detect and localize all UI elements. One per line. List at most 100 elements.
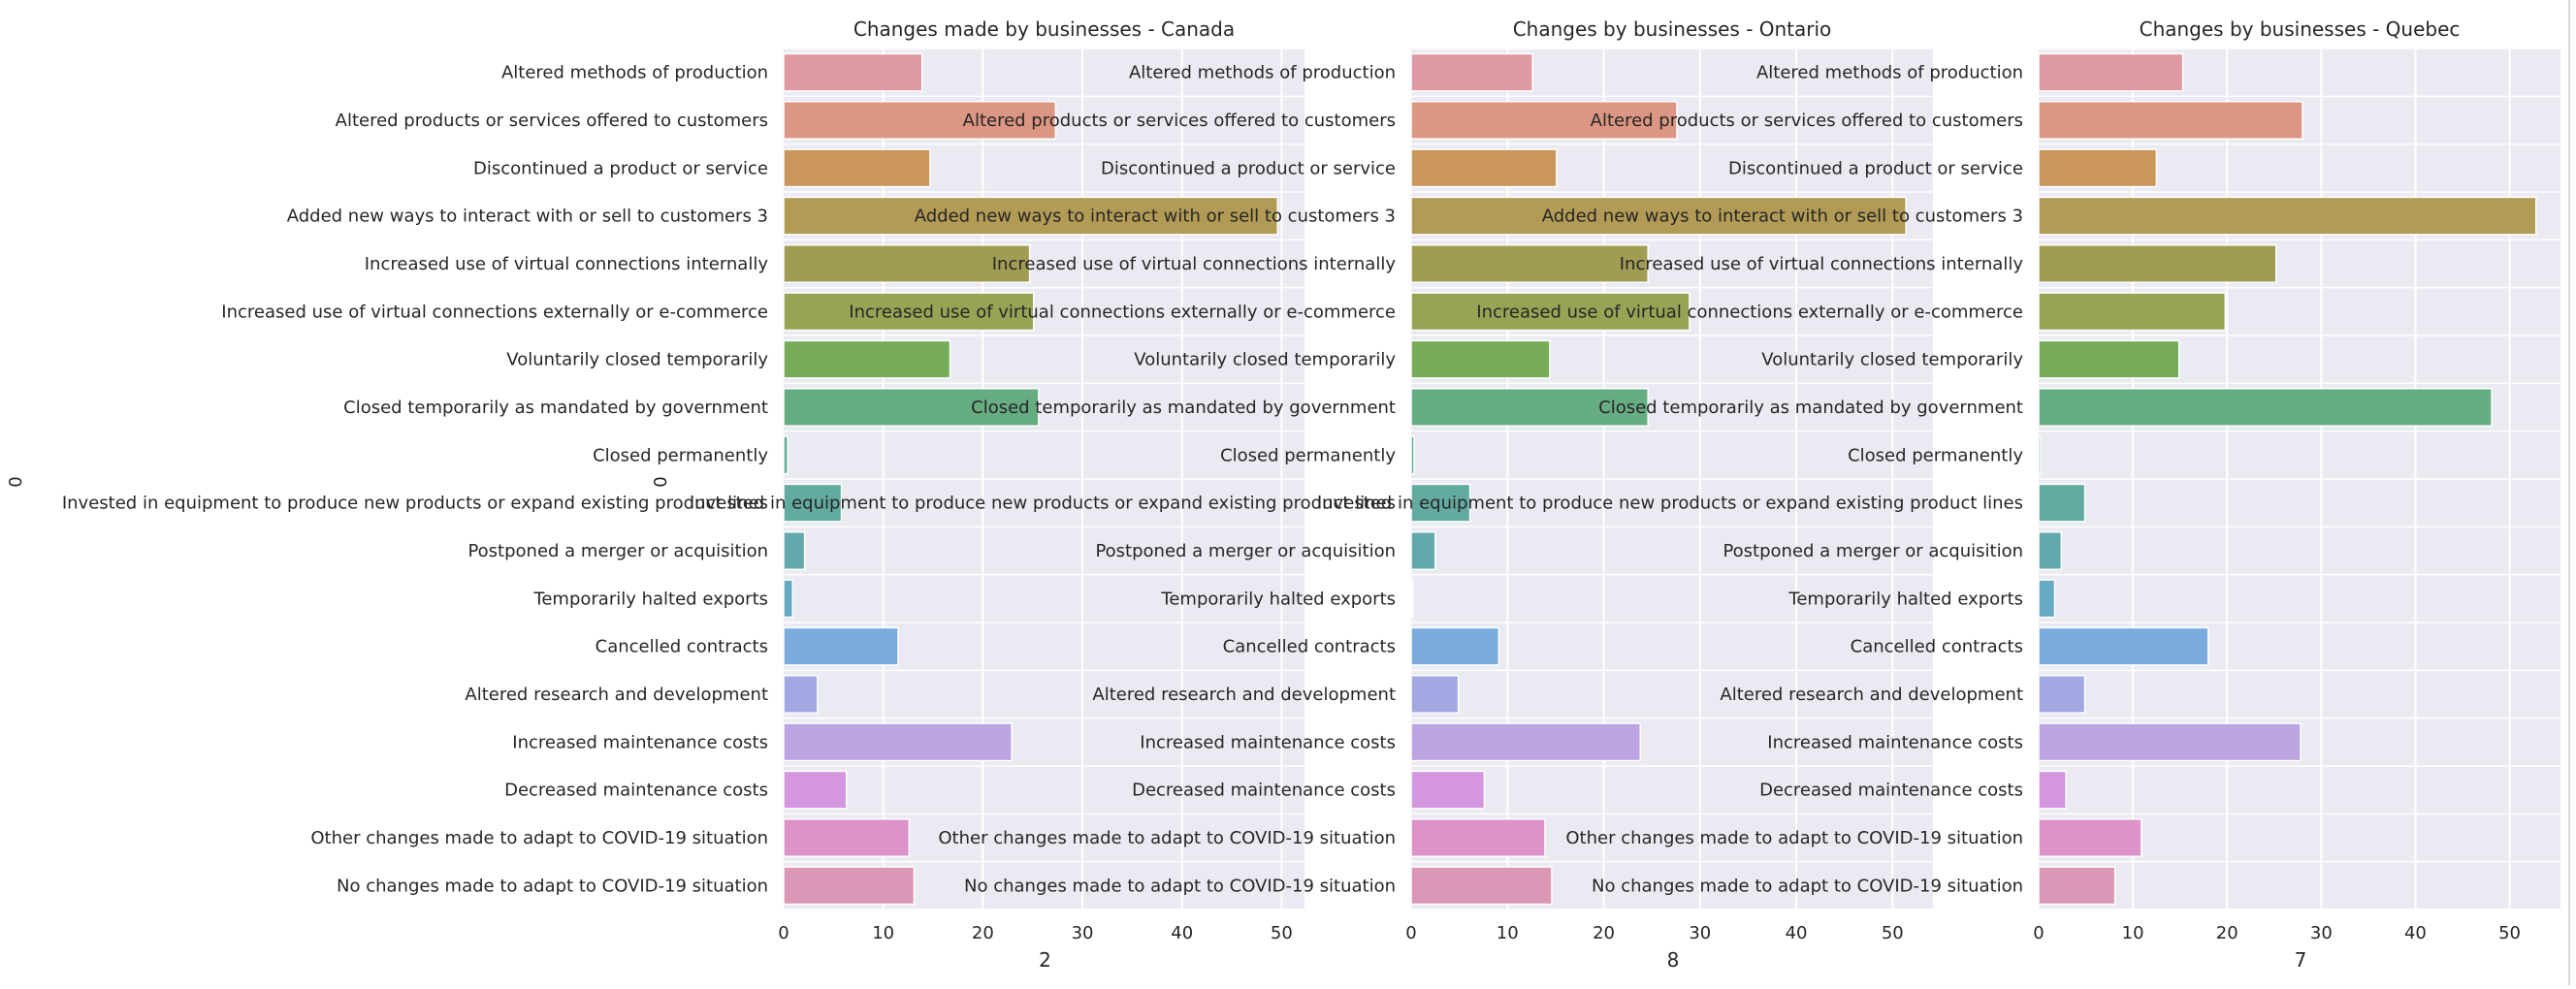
bar [2038,579,2056,619]
bar [783,196,1279,236]
bar [1410,579,1414,619]
y-tick-label: Temporarily halted exports [1787,589,2023,609]
y-tick-label: Increased maintenance costs [1140,732,1396,752]
y-tick-label: Postponed a merger or acquisition [1723,541,2023,561]
bar [2038,626,2209,666]
y-tick-label: Increased use of virtual connections ext… [1476,302,2023,322]
bar [783,626,899,666]
y-tick-label: Altered products or services offered to … [336,111,768,131]
bar [2038,292,2227,332]
y-tick-label: Voluntarily closed temporarily [1134,350,1396,370]
subplot-1 [1410,48,1933,910]
x-tick-label: 30 [2310,923,2333,943]
x-tick-label: 20 [972,923,994,943]
y-tick-label: Increased use of virtual connections ext… [221,302,768,322]
x-tick-label: 40 [1171,923,1193,943]
x-tick-label: 10 [2122,923,2144,943]
y-tick-label: No changes made to adapt to COVID-19 sit… [1592,876,2023,896]
y-tick-label: Decreased maintenance costs [504,781,768,801]
y-tick-label: Decreased maintenance costs [1132,781,1396,801]
y-tick-label: Altered methods of production [1756,63,2023,83]
subplot-title: Changes by businesses - Quebec [2140,17,2461,41]
y-tick-label: Discontinued a product or service [1101,158,1396,178]
y-tick-label: Other changes made to adapt to COVID-19 … [1565,828,2023,848]
x-tick-label: 0 [778,923,789,943]
y-tick-label: Temporarily halted exports [1160,589,1396,609]
bar [1410,388,1649,427]
bar [783,818,911,857]
bar [2038,388,2493,427]
bar [2038,531,2063,570]
bar [2038,244,2277,283]
bar [2038,196,2537,236]
subplot-title: Changes by businesses - Ontario [1513,17,1832,41]
x-tick-label: 20 [2216,923,2238,943]
y-tick-label: Altered products or services offered to … [1591,111,2023,131]
bar [2038,339,2180,379]
bar [1410,435,1415,475]
y-tick-label: No changes made to adapt to COVID-19 sit… [964,876,1396,896]
bar [1410,101,1678,140]
y-tick-label: Invested in equipment to produce new pro… [1317,494,2023,514]
bar [2038,866,2116,906]
bar [783,866,916,906]
bar [1410,818,1546,857]
bar [783,579,793,619]
bar [2038,52,2184,92]
y-tick-label: Added new ways to interact with or sell … [915,207,1396,227]
y-tick-label: Other changes made to adapt to COVID-19 … [310,828,768,848]
y-tick-label: Postponed a merger or acquisition [1095,541,1396,561]
x-tick-label: 50 [1882,923,1904,943]
bar [783,770,848,810]
y-tick-label: Invested in equipment to produce new pro… [62,494,768,514]
bar [783,148,931,188]
bar [1410,722,1641,762]
bar [783,483,843,523]
bar [2038,675,2086,714]
y-tick-label: Increased use of virtual connections ext… [849,302,1396,322]
y-tick-label: Closed temporarily as mandated by govern… [1598,398,2023,418]
x-tick-label: 40 [2404,923,2427,943]
bar [783,435,789,475]
bar [1410,52,1533,92]
bar [2038,435,2042,475]
bar [2038,818,2142,857]
x-tick-label: 30 [1689,923,1711,943]
bar [2038,483,2086,523]
y-tick-label: No changes made to adapt to COVID-19 sit… [337,876,768,896]
y-tick-label: Discontinued a product or service [1728,158,2023,178]
bar [1410,292,1690,332]
x-axis-label: 7 [2295,948,2307,972]
bar [783,244,1031,283]
y-tick-label: Closed temporarily as mandated by govern… [343,398,768,418]
y-tick-label: Postponed a merger or acquisition [467,541,768,561]
x-tick-label: 20 [1593,923,1615,943]
y-tick-label: Altered methods of production [1129,63,1396,83]
y-tick-label: Altered research and development [1092,685,1396,705]
y-tick-label: Altered products or services offered to … [963,111,1396,131]
bar [783,52,923,92]
bar [1410,196,1907,236]
x-tick-label: 10 [872,923,894,943]
bar [783,675,819,714]
y-tick-label: Closed permanently [593,445,768,465]
y-tick-label: Added new ways to interact with or sell … [287,207,768,227]
y-tick-label: Added new ways to interact with or sell … [1542,207,2023,227]
y-tick-label: Altered methods of production [501,63,768,83]
subplot-title: Changes made by businesses - Canada [853,17,1235,41]
subplot-2 [2038,48,2560,910]
y-axis-label: 0 [651,476,671,487]
bar [1410,770,1486,810]
x-tick-label: 50 [1271,923,1293,943]
window-edge [2568,0,2570,985]
x-tick-label: 0 [1405,923,1416,943]
subplot-0 [783,48,1304,910]
bar [783,339,951,379]
bar [1410,339,1551,379]
x-axis-label: 2 [1039,948,1051,972]
x-tick-label: 40 [1786,923,1808,943]
x-axis-label: 8 [1667,948,1680,972]
x-tick-label: 30 [1072,923,1094,943]
y-tick-label: Closed permanently [1848,445,2023,465]
